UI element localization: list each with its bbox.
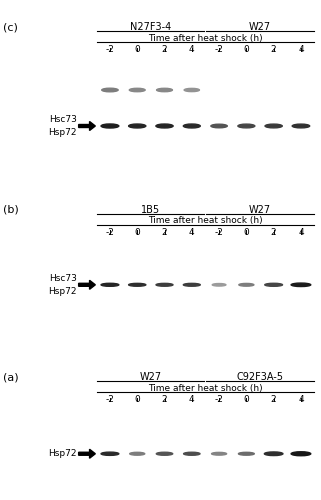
Ellipse shape [265,124,282,128]
Text: -2: -2 [215,228,223,236]
Text: W27: W27 [249,22,271,32]
Ellipse shape [129,284,146,286]
Ellipse shape [239,452,254,455]
Ellipse shape [291,283,311,286]
Ellipse shape [183,124,200,128]
Text: 2: 2 [271,395,276,404]
Ellipse shape [183,284,200,286]
Text: W27: W27 [249,205,271,215]
Text: -2: -2 [106,45,114,54]
Text: 0: 0 [244,395,249,404]
Ellipse shape [184,452,200,456]
Ellipse shape [265,284,282,286]
Text: Hsc73: Hsc73 [49,274,77,283]
Text: 0: 0 [134,228,140,236]
Ellipse shape [184,88,199,92]
Text: 4: 4 [298,228,304,236]
Text: 2: 2 [162,395,167,404]
Text: 0: 0 [134,45,140,54]
Text: Hsp72: Hsp72 [48,449,77,458]
Text: Time after heat shock (h): Time after heat shock (h) [148,34,263,43]
Text: 2: 2 [271,228,276,236]
Ellipse shape [157,88,172,92]
Ellipse shape [211,124,227,128]
Text: W27: W27 [140,372,162,382]
Text: -2: -2 [106,228,114,236]
Text: 4: 4 [189,228,195,236]
Text: Hsp72: Hsp72 [48,128,77,137]
Text: 0: 0 [134,395,140,404]
Ellipse shape [238,124,255,128]
Text: (c): (c) [3,22,18,32]
Text: 4: 4 [298,395,304,404]
Text: 0: 0 [244,228,249,236]
Text: -2: -2 [215,395,223,404]
Ellipse shape [129,88,145,92]
Ellipse shape [292,124,310,128]
Ellipse shape [101,284,119,286]
Text: 0: 0 [244,45,249,54]
Text: 2: 2 [162,45,167,54]
Text: Time after heat shock (h): Time after heat shock (h) [148,384,263,393]
Text: Hsp72: Hsp72 [48,287,77,296]
Ellipse shape [130,452,145,455]
Ellipse shape [129,124,146,128]
Text: 4: 4 [189,45,195,54]
Ellipse shape [156,452,173,456]
Text: 4: 4 [189,395,195,404]
Text: N27F3-4: N27F3-4 [130,22,171,32]
Text: 2: 2 [271,45,276,54]
Ellipse shape [101,124,119,128]
Text: (a): (a) [3,372,19,382]
Text: (b): (b) [3,205,19,215]
Ellipse shape [156,284,173,286]
Ellipse shape [291,452,311,456]
Text: 4: 4 [298,45,304,54]
Text: -2: -2 [106,395,114,404]
Ellipse shape [265,452,283,456]
Ellipse shape [212,284,226,286]
Text: Time after heat shock (h): Time after heat shock (h) [148,216,263,226]
Ellipse shape [102,88,118,92]
Ellipse shape [239,284,254,286]
Ellipse shape [212,452,227,455]
Ellipse shape [101,452,119,456]
Ellipse shape [156,124,173,128]
Text: 1B5: 1B5 [141,205,160,215]
Text: C92F3A-5: C92F3A-5 [237,372,283,382]
Text: Hsc73: Hsc73 [49,115,77,124]
Text: 2: 2 [162,228,167,236]
Text: -2: -2 [215,45,223,54]
